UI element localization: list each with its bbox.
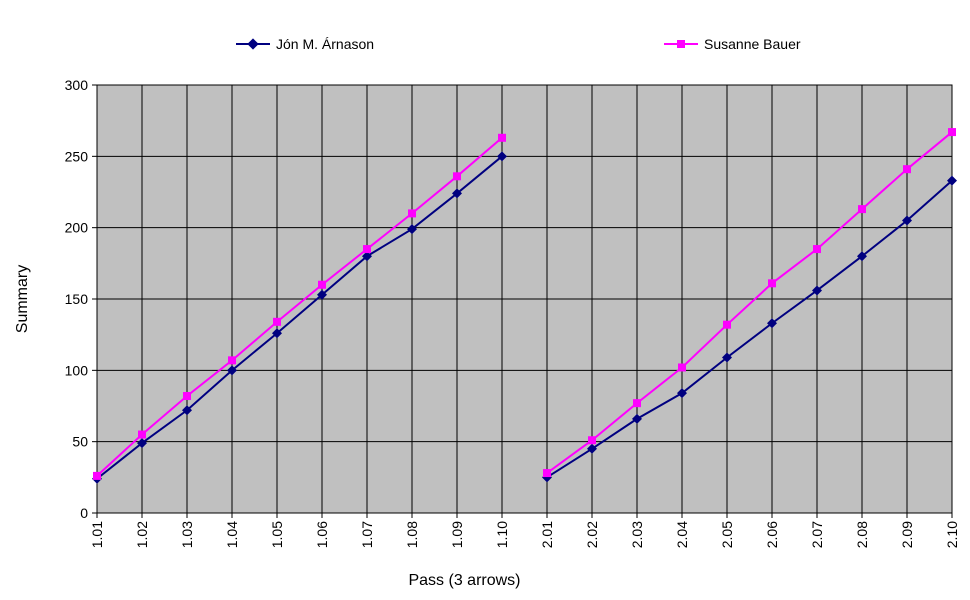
series-1-point	[767, 318, 777, 329]
x-tick-label: 2.04	[674, 521, 690, 548]
x-tick-label: 1.03	[179, 521, 195, 548]
series-1-point	[362, 251, 372, 262]
series-2-point	[543, 469, 551, 478]
series-1-point	[317, 289, 327, 300]
series-1-point	[947, 175, 957, 186]
series-2-point	[183, 392, 191, 401]
legend-swatch-series-1	[236, 38, 270, 50]
x-tick-label: 1.04	[224, 521, 240, 548]
series-2-point	[318, 280, 326, 289]
x-tick-label: 1.02	[134, 521, 150, 548]
x-tick-label: 2.05	[719, 521, 735, 548]
series-1-point	[722, 352, 732, 363]
plot-border	[96, 84, 953, 514]
series-2-line	[546, 131, 953, 474]
series-1-point	[407, 224, 417, 235]
series-1-line	[546, 179, 953, 479]
x-tick-label: 2.01	[539, 521, 555, 548]
series-1-point	[857, 251, 867, 262]
x-tick-label: 2.10	[944, 521, 960, 548]
legend-swatch-series-2	[664, 38, 698, 50]
x-tick-label: 1.06	[314, 521, 330, 548]
series-2-point	[903, 165, 911, 174]
series-1-point	[632, 413, 642, 424]
series-1-point	[677, 388, 687, 399]
legend-label-series-1: Jón M. Árnason	[276, 36, 375, 52]
series-1-point	[137, 438, 147, 449]
legend-item-series-2: Susanne Bauer	[664, 36, 801, 52]
x-tick-label: 1.05	[269, 521, 285, 548]
y-axis-label: Summary	[14, 265, 31, 333]
series-1-point	[587, 443, 597, 454]
series-2-point	[858, 205, 866, 214]
series-1-point	[272, 328, 282, 339]
series-2-point	[633, 399, 641, 408]
legend-item-series-1: Jón M. Árnason	[236, 36, 374, 52]
series-2-point	[408, 209, 416, 218]
y-tick-label: 250	[65, 148, 89, 164]
y-tick-label: 200	[65, 220, 89, 236]
series-2-line	[96, 137, 503, 477]
legend-label-series-2: Susanne Bauer	[704, 36, 801, 52]
y-tick-label: 50	[72, 434, 88, 450]
series-1-point	[902, 215, 912, 226]
series-2-point	[363, 245, 371, 254]
x-tick-label: 1.01	[89, 521, 105, 548]
y-tick-label: 150	[65, 291, 89, 307]
series-2-point	[228, 356, 236, 365]
square-marker-icon	[677, 40, 685, 48]
series-1-point	[227, 365, 237, 376]
x-tick-label: 1.08	[404, 521, 420, 548]
x-tick-label: 2.06	[764, 521, 780, 548]
x-tick-label: 2.08	[854, 521, 870, 548]
x-tick-label: 2.09	[899, 521, 915, 548]
series-2-point	[453, 172, 461, 181]
series-2-point	[948, 128, 956, 137]
x-tick-label: 2.03	[629, 521, 645, 548]
x-axis-label: Pass (3 arrows)	[408, 572, 520, 589]
series-2-point	[138, 430, 146, 439]
series-1-point	[812, 285, 822, 296]
series-1-point	[452, 188, 462, 199]
series-2-point	[273, 317, 281, 326]
y-tick-label: 0	[80, 505, 88, 521]
x-tick-label: 1.07	[359, 521, 375, 548]
series-2-point	[498, 133, 506, 142]
series-2-point	[813, 245, 821, 254]
y-tick-label: 300	[65, 77, 89, 93]
series-1-line	[96, 155, 503, 480]
x-tick-label: 1.09	[449, 521, 465, 548]
x-tick-label: 2.07	[809, 521, 825, 548]
series-2-point	[588, 436, 596, 445]
y-tick-label: 100	[65, 362, 89, 378]
series-1-point	[182, 405, 192, 416]
series-2-point	[723, 320, 731, 329]
x-tick-label: 1.10	[494, 521, 510, 548]
x-tick-label: 2.02	[584, 521, 600, 548]
series-1-point	[497, 151, 507, 162]
series-2-point	[93, 471, 101, 480]
series-2-point	[768, 279, 776, 288]
series-2-point	[678, 363, 686, 372]
